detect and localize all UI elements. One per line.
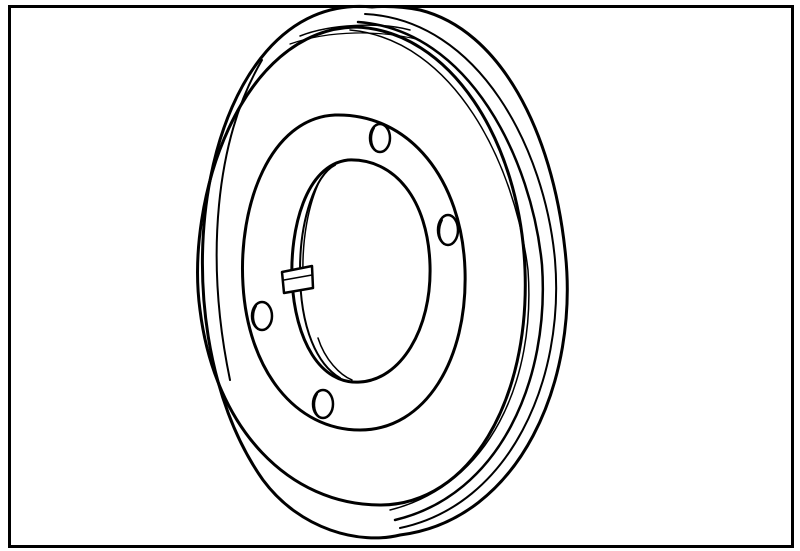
disc-edge-left xyxy=(215,59,263,381)
bolt-hole-right xyxy=(436,213,460,247)
disc-rim xyxy=(200,4,569,540)
disc-face xyxy=(196,25,527,507)
bolt-hole-top xyxy=(368,122,392,154)
bolt-hole-left xyxy=(250,300,274,332)
key-tab xyxy=(280,264,315,295)
hub-flange xyxy=(240,113,467,432)
bolt-hole-bottom xyxy=(311,388,335,420)
figure-frame xyxy=(8,5,794,548)
